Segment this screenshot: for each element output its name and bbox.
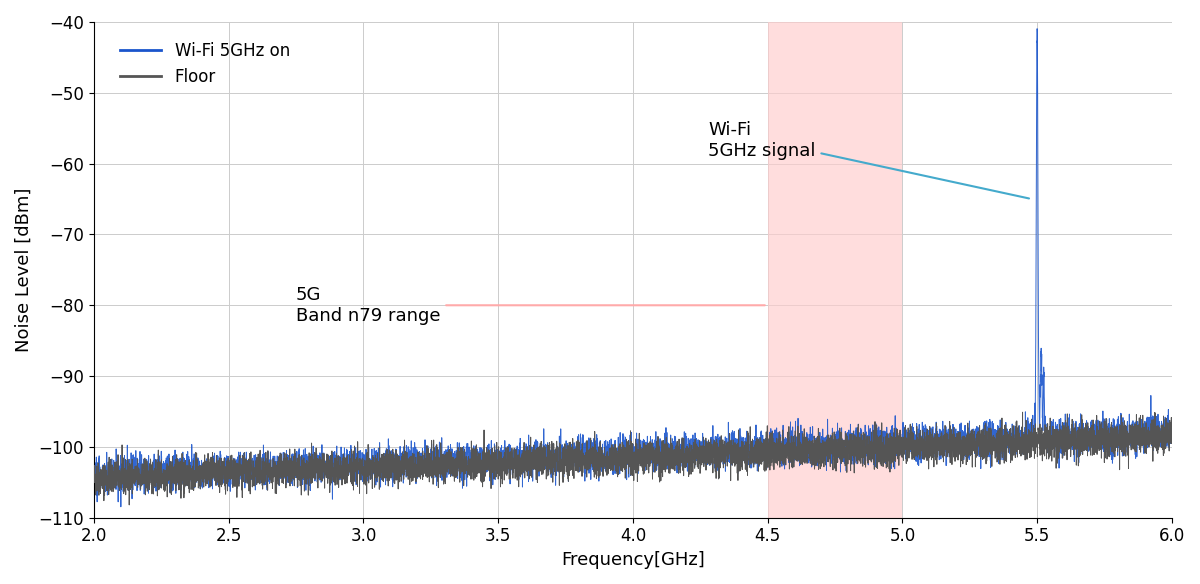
Floor [122,502,137,509]
Wi-Fi 5GHz on [86,472,101,479]
Wi-Fi 5GHz on [725,450,739,457]
Wi-Fi 5GHz on [772,451,786,458]
Legend: Wi-Fi 5GHz on, Floor: Wi-Fi 5GHz on, Floor [113,35,296,93]
Wi-Fi 5GHz on [478,462,492,469]
Wi-Fi 5GHz on [886,456,900,463]
Wi-Fi 5GHz on [1165,425,1180,432]
Floor [943,458,958,465]
Wi-Fi 5GHz on [1030,25,1044,32]
Text: Wi-Fi
5GHz signal: Wi-Fi 5GHz signal [708,121,1030,199]
Y-axis label: Noise Level [dBm]: Noise Level [dBm] [14,187,34,352]
Wi-Fi 5GHz on [114,503,128,510]
Line: Floor: Floor [94,412,1172,505]
X-axis label: Frequency[GHz]: Frequency[GHz] [562,551,704,569]
Text: 5G
Band n79 range: 5G Band n79 range [296,286,764,325]
Floor [725,448,739,455]
Wi-Fi 5GHz on [943,443,958,450]
Floor [142,472,156,479]
Floor [1165,415,1180,422]
Floor [1015,409,1030,416]
Wi-Fi 5GHz on [142,471,156,478]
Floor [886,450,900,457]
Floor [86,471,101,478]
Bar [768,22,902,518]
Line: Wi-Fi 5GHz on: Wi-Fi 5GHz on [94,29,1172,507]
Floor [772,457,786,464]
Floor [478,445,492,452]
